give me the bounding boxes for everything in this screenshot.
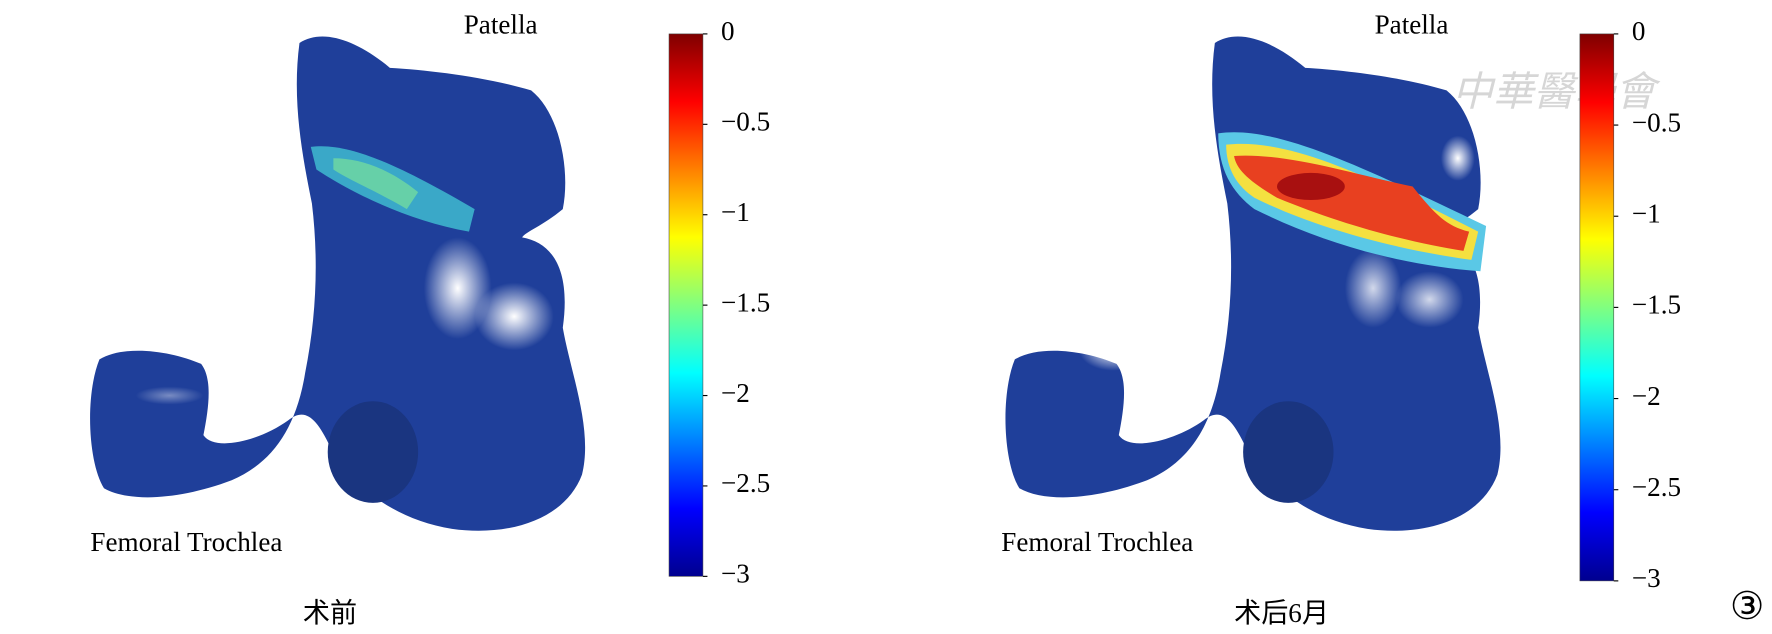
colorbar-tick-label: −0.5 xyxy=(721,107,770,137)
colorbar-tick-label: −2 xyxy=(721,378,750,408)
caption: 术后6月 xyxy=(1234,598,1329,628)
colorbar xyxy=(668,33,704,577)
caption: 术前 xyxy=(303,598,357,628)
bottom-label: Femoral Trochlea xyxy=(1001,527,1193,557)
highlight xyxy=(474,282,554,351)
colorbar-tick-label: −3 xyxy=(1632,563,1661,593)
condyle-shade xyxy=(1243,401,1334,503)
highlight xyxy=(1395,271,1464,328)
colorbar-tick-label: −1.5 xyxy=(721,287,770,317)
colorbar-tick-label: −1 xyxy=(1632,198,1661,228)
figure-number: ③ xyxy=(1730,586,1764,628)
colorbar-tick-label: 0 xyxy=(1632,16,1646,46)
panel xyxy=(1005,36,1501,531)
contact-peak xyxy=(1277,172,1345,201)
highlight xyxy=(135,386,204,405)
top-label: Patella xyxy=(1375,9,1449,39)
highlight xyxy=(1344,248,1402,328)
colorbar xyxy=(1579,33,1615,582)
colorbar-tick-label: −1 xyxy=(721,197,750,227)
highlight xyxy=(1440,135,1475,181)
colorbar-tick-label: −2 xyxy=(1632,381,1661,411)
colorbar-tick-label: −0.5 xyxy=(1632,107,1681,137)
colorbar-tick-label: −1.5 xyxy=(1632,290,1681,320)
watermark: 中華醫學會 xyxy=(1452,69,1661,114)
colorbar-tick-label: −3 xyxy=(721,559,750,589)
top-label: Patella xyxy=(464,9,538,39)
contact-area xyxy=(333,158,419,210)
colorbar-tick-label: −2.5 xyxy=(1632,472,1681,502)
colorbar-tick-label: 0 xyxy=(721,16,735,46)
condyle-shade xyxy=(327,401,419,503)
bottom-label: Femoral Trochlea xyxy=(90,527,282,557)
colorbar-tick-label: −2.5 xyxy=(721,468,770,498)
highlight xyxy=(1079,329,1148,371)
panel xyxy=(90,36,586,531)
highlight xyxy=(423,237,492,340)
